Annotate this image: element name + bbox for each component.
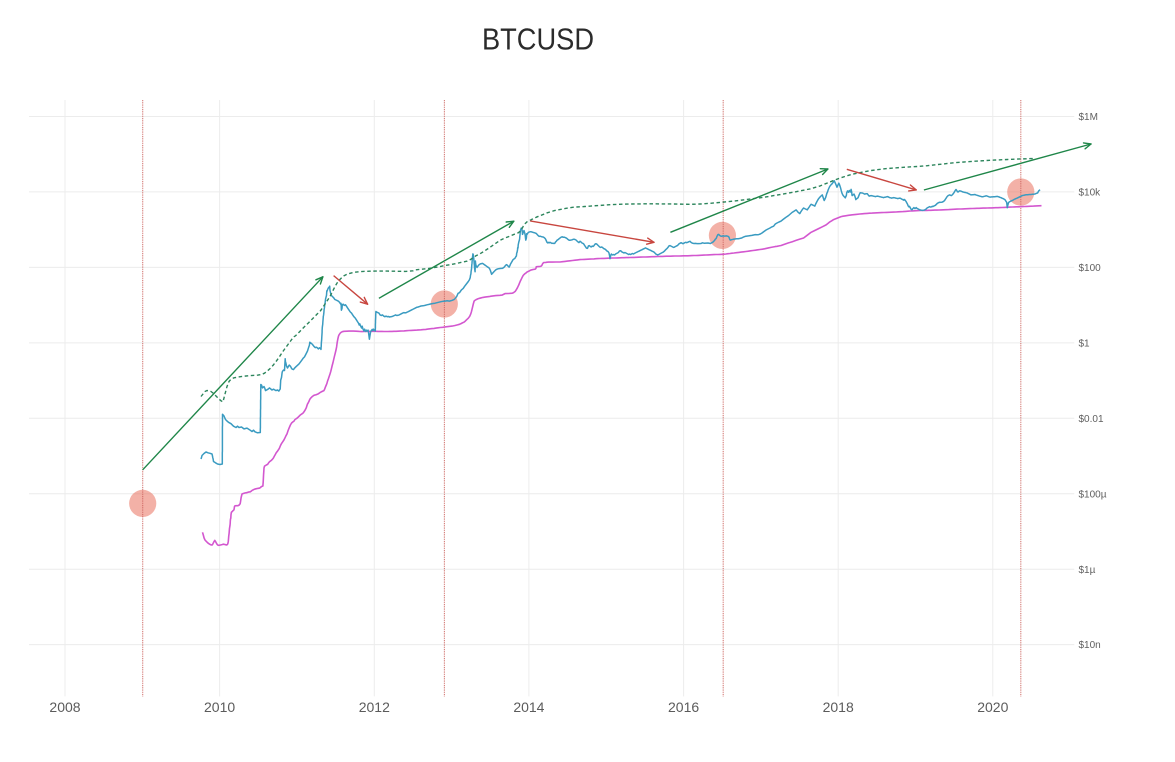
- svg-text:BTCUSD: BTCUSD: [482, 22, 594, 57]
- svg-text:$10k: $10k: [1079, 188, 1102, 199]
- svg-text:$10n: $10n: [1079, 640, 1101, 651]
- svg-text:2016: 2016: [668, 699, 699, 715]
- svg-text:2010: 2010: [204, 699, 235, 715]
- svg-text:$1M: $1M: [1079, 112, 1098, 123]
- svg-text:2012: 2012: [359, 699, 390, 715]
- svg-text:2018: 2018: [823, 699, 854, 715]
- svg-text:2020: 2020: [977, 699, 1008, 715]
- svg-text:$0.01: $0.01: [1079, 414, 1104, 425]
- svg-text:$100µ: $100µ: [1079, 489, 1107, 500]
- svg-text:2008: 2008: [49, 699, 80, 715]
- svg-text:$1: $1: [1079, 339, 1091, 350]
- svg-text:$100: $100: [1079, 263, 1102, 274]
- svg-text:2014: 2014: [513, 699, 544, 715]
- svg-text:$1µ: $1µ: [1079, 565, 1096, 576]
